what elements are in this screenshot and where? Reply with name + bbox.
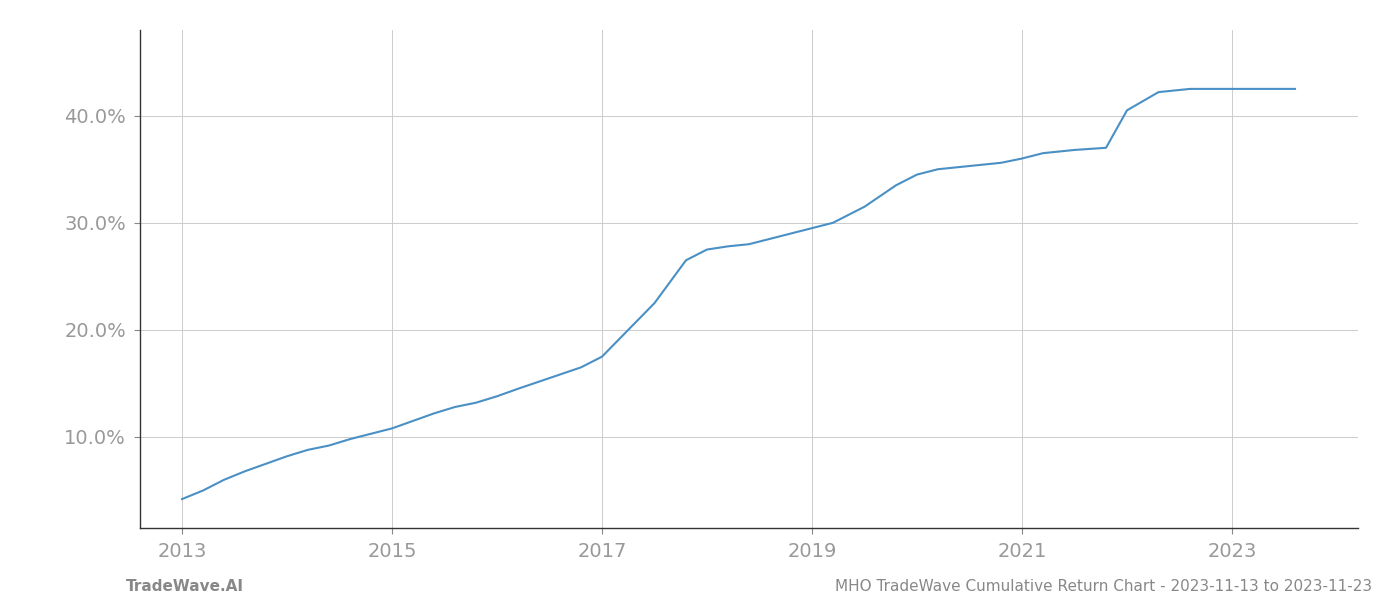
Text: TradeWave.AI: TradeWave.AI: [126, 579, 244, 594]
Text: MHO TradeWave Cumulative Return Chart - 2023-11-13 to 2023-11-23: MHO TradeWave Cumulative Return Chart - …: [834, 579, 1372, 594]
